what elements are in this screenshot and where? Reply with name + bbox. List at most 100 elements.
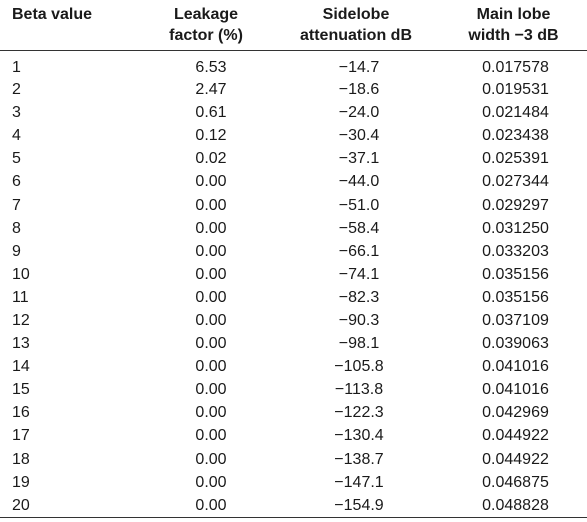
table-row: 20 0.00 −154.9 0.048828 [0,494,587,517]
leakage-factor-cell: 0.00 [195,265,227,283]
beta-value-cell: 6 [12,173,21,191]
sidelobe-attenuation-cell: −44.0 [338,173,380,191]
leakage-factor-cell: 0.00 [195,496,227,514]
sidelobe-attenuation-cell: −138.7 [334,450,384,468]
main-lobe-width-cell: 0.021484 [482,104,549,122]
sidelobe-attenuation-cell: −14.7 [338,58,380,76]
table-row: 3 0.61 −24.0 0.021484 [0,102,587,125]
leakage-factor-cell: 0.00 [195,219,227,237]
bottom-rule [0,517,587,518]
main-lobe-width-cell: 0.041016 [482,381,549,399]
leakage-factor-cell: 0.00 [195,242,227,260]
beta-value-cell: 19 [12,473,30,491]
main-lobe-width-cell: 0.041016 [482,358,549,376]
beta-value-cell: 18 [12,450,30,468]
beta-value-cell: 16 [12,404,30,422]
table-row: 15 0.00 −113.8 0.041016 [0,379,587,402]
header-sidelobe-attenuation: Sidelobe attenuation dB [272,0,440,51]
main-lobe-width-cell: 0.031250 [482,219,549,237]
sidelobe-attenuation-cell: −74.1 [338,265,380,283]
header-beta-value-line1: Beta value [12,6,93,23]
leakage-factor-cell: 2.47 [195,81,227,99]
table-row: 13 0.00 −98.1 0.039063 [0,333,587,356]
beta-value-cell: 4 [12,127,21,145]
beta-value-cell: 10 [12,265,30,283]
sidelobe-attenuation-cell: −90.3 [338,311,380,329]
main-lobe-width-cell: 0.023438 [482,127,549,145]
main-lobe-width-cell: 0.017578 [482,58,549,76]
leakage-factor-cell: 0.61 [195,104,227,122]
beta-value-cell: 11 [12,288,29,306]
header-sidelobe-attenuation-line2: attenuation dB [300,27,412,44]
beta-value-cell: 13 [12,335,30,353]
sidelobe-attenuation-cell: −122.3 [334,404,384,422]
beta-value-cell: 5 [12,150,21,168]
main-lobe-width-cell: 0.035156 [482,265,549,283]
leakage-factor-cell: 0.00 [195,358,227,376]
header-sidelobe-attenuation-line1: Sidelobe [322,6,390,23]
sidelobe-attenuation-cell: −58.4 [338,219,380,237]
leakage-factor-cell: 0.00 [195,427,227,445]
table-header: Beta value Leakage factor (%) Sidelobe a… [0,0,587,51]
table-row: 16 0.00 −122.3 0.042969 [0,402,587,425]
header-main-lobe-width-line1: Main lobe [476,6,551,23]
beta-value-cell: 1 [12,58,21,76]
sidelobe-attenuation-cell: −82.3 [338,288,380,306]
leakage-factor-cell: 0.00 [195,173,227,191]
table-row: 6 0.00 −44.0 0.027344 [0,171,587,194]
beta-value-cell: 7 [12,196,21,214]
leakage-factor-cell: 0.00 [195,381,227,399]
sidelobe-attenuation-cell: −24.0 [338,104,380,122]
beta-value-cell: 3 [12,104,21,122]
table-row: 5 0.02 −37.1 0.025391 [0,148,587,171]
main-lobe-width-cell: 0.042969 [482,404,549,422]
header-main-lobe-width: Main lobe width −3 dB [440,0,587,51]
sidelobe-attenuation-cell: −37.1 [338,150,380,168]
beta-value-cell: 12 [12,311,30,329]
main-lobe-width-cell: 0.037109 [482,311,549,329]
leakage-factor-cell: 0.00 [195,196,227,214]
sidelobe-attenuation-cell: −154.9 [334,496,384,514]
table-row: 9 0.00 −66.1 0.033203 [0,240,587,263]
leakage-factor-cell: 0.00 [195,288,227,306]
sidelobe-attenuation-cell: −51.0 [338,196,380,214]
leakage-factor-cell: 0.00 [195,311,227,329]
table-row: 18 0.00 −138.7 0.044922 [0,448,587,471]
table-row: 17 0.00 −130.4 0.044922 [0,425,587,448]
leakage-factor-cell: 0.00 [195,450,227,468]
table-row: 4 0.12 −30.4 0.023438 [0,125,587,148]
main-lobe-width-cell: 0.019531 [482,81,549,99]
main-lobe-width-cell: 0.027344 [482,173,549,191]
sidelobe-attenuation-cell: −18.6 [338,81,380,99]
header-main-lobe-width-line2: width −3 dB [468,27,559,44]
header-leakage-factor: Leakage factor (%) [140,0,272,51]
header-beta-value: Beta value [0,0,140,51]
table-row: 7 0.00 −51.0 0.029297 [0,194,587,217]
main-lobe-width-cell: 0.033203 [482,242,549,260]
leakage-factor-cell: 0.02 [195,150,227,168]
main-lobe-width-cell: 0.048828 [482,496,549,514]
sidelobe-attenuation-cell: −105.8 [334,358,384,376]
header-row: Beta value Leakage factor (%) Sidelobe a… [0,0,587,51]
header-leakage-factor-line1: Leakage [173,6,239,23]
main-lobe-width-cell: 0.044922 [482,450,549,468]
main-lobe-width-cell: 0.035156 [482,288,549,306]
leakage-factor-cell: 0.12 [195,127,227,145]
leakage-factor-cell: 0.00 [195,404,227,422]
table-row: 8 0.00 −58.4 0.031250 [0,217,587,240]
main-lobe-width-cell: 0.044922 [482,427,549,445]
table-row: 1 6.53 −14.7 0.017578 [0,50,587,79]
beta-value-cell: 9 [12,242,21,260]
beta-value-cell: 8 [12,219,21,237]
table-row: 19 0.00 −147.1 0.046875 [0,471,587,494]
sidelobe-attenuation-cell: −98.1 [338,335,380,353]
sidelobe-attenuation-cell: −147.1 [334,473,384,491]
leakage-factor-cell: 0.00 [195,335,227,353]
beta-value-cell: 20 [12,496,30,514]
table-body: 1 6.53 −14.7 0.017578 2 2.47 −18.6 0.019531 3 0.6… [0,50,587,517]
beta-value-cell: 15 [12,381,30,399]
beta-value-cell: 2 [12,81,21,99]
main-lobe-width-cell: 0.046875 [482,473,549,491]
